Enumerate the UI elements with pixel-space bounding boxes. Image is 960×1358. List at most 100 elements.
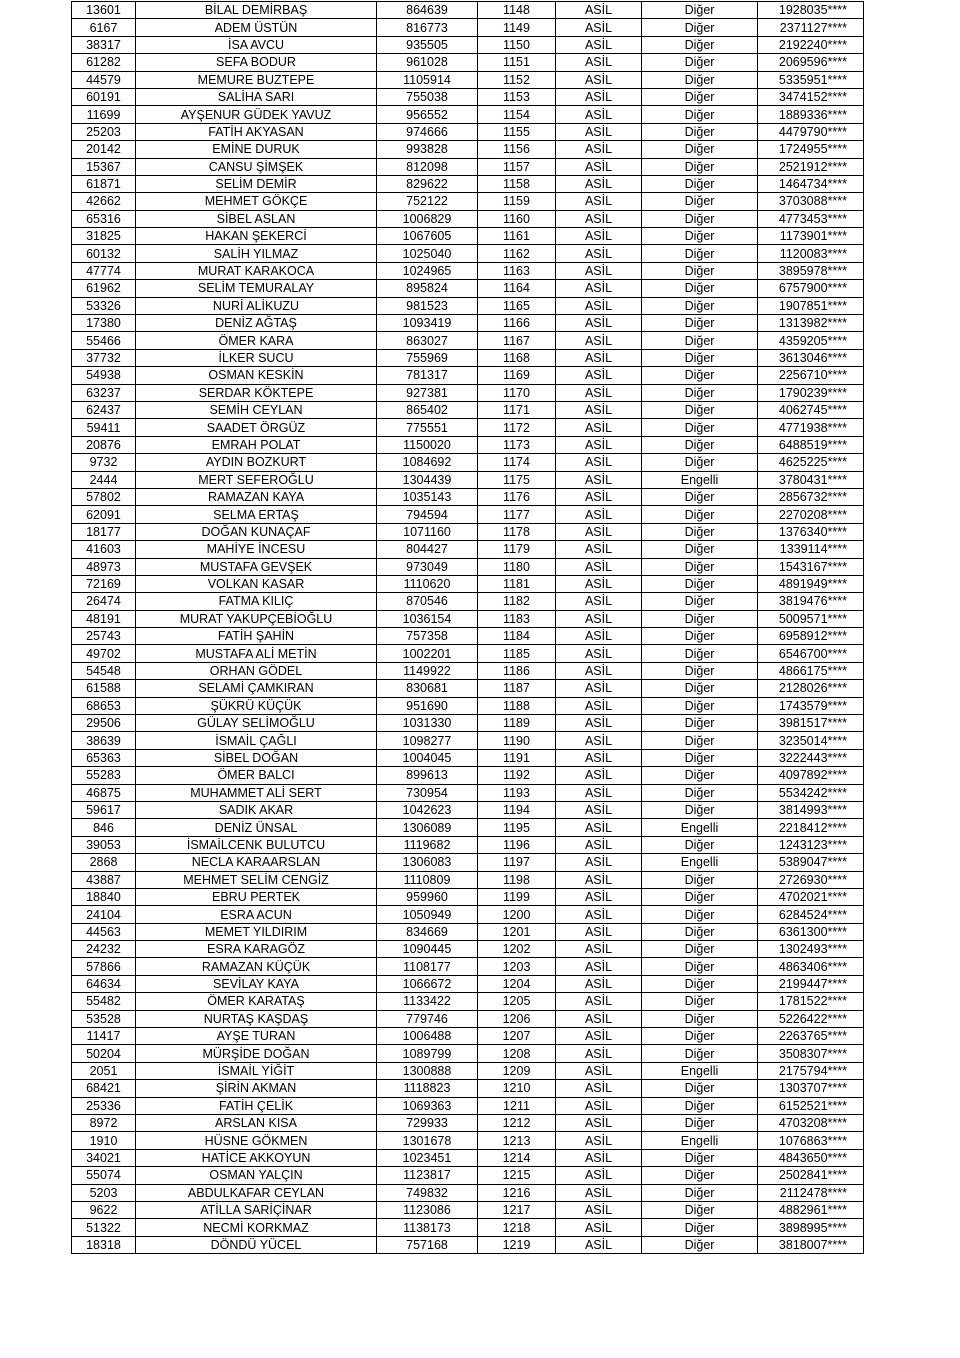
cell-application-no: 812098 <box>376 157 478 176</box>
cell-application-no: 1098277 <box>376 731 478 750</box>
cell-no: 25743 <box>71 627 136 646</box>
cell-category: Diğer <box>641 1166 758 1185</box>
cell-no: 38639 <box>71 731 136 750</box>
cell-name: ORHAN GÖDEL <box>135 661 377 681</box>
cell-rank: 1194 <box>477 800 556 820</box>
cell-application-no: 1031330 <box>376 714 478 733</box>
cell-status: ASİL <box>555 800 642 820</box>
table-row: 1910 HÜSNE GÖKMEN 1301678 1213 ASİL Engelli 10… <box>71 1131 864 1150</box>
cell-application-no: 1123086 <box>376 1200 478 1220</box>
cell-rank: 1158 <box>477 174 556 194</box>
cell-name: MEHMET GÖKÇE <box>135 192 377 211</box>
cell-category: Diğer <box>641 244 758 263</box>
cell-no: 64634 <box>71 974 136 994</box>
cell-application-no: 1306083 <box>376 853 478 872</box>
table-row: 26474 FATMA KILIÇ 870546 1182 ASİL Diğer 38194… <box>71 592 864 611</box>
cell-rank: 1193 <box>477 783 556 802</box>
cell-status: ASİL <box>555 940 642 959</box>
table-row: 63237 SERDAR KÖKTEPE 927381 1170 ASİL Diğer 17… <box>71 383 864 402</box>
cell-no: 68421 <box>71 1079 136 1098</box>
cell-rank: 1217 <box>477 1200 556 1220</box>
cell-no: 25203 <box>71 122 136 142</box>
cell-rank: 1151 <box>477 53 556 72</box>
cell-no: 60132 <box>71 244 136 263</box>
table-row: 44563 MEMET YILDIRIM 834669 1201 ASİL Diğer 63… <box>71 922 864 942</box>
table-row: 72169 VOLKAN KASAR 1110620 1181 ASİL Diğer 489… <box>71 574 864 594</box>
cell-status: ASİL <box>555 383 642 402</box>
cell-application-no: 1306089 <box>376 818 478 837</box>
cell-category: Diğer <box>641 487 758 507</box>
cell-category: Diğer <box>641 70 758 89</box>
cell-id-masked: 1120083**** <box>757 244 864 263</box>
cell-name: DENİZ AĞTAŞ <box>135 314 377 333</box>
cell-no: 2051 <box>71 1061 136 1081</box>
cell-category: Diğer <box>641 383 758 402</box>
cell-category: Diğer <box>641 157 758 176</box>
cell-name: İSMAİL ÇAĞLI <box>135 731 377 750</box>
cell-category: Diğer <box>641 453 758 472</box>
cell-status: ASİL <box>555 853 642 872</box>
cell-status: ASİL <box>555 766 642 785</box>
cell-id-masked: 2128026**** <box>757 679 864 698</box>
cell-id-masked: 1790239**** <box>757 383 864 402</box>
cell-status: ASİL <box>555 209 642 229</box>
cell-status: ASİL <box>555 435 642 455</box>
results-table-body: 13601 BİLAL DEMİRBAŞ 864639 1148 ASİL Diğer 19… <box>71 0 864 1255</box>
table-row: 65316 SİBEL ASLAN 1006829 1160 ASİL Diğer 4773… <box>71 209 864 229</box>
cell-id-masked: 5226422**** <box>757 1009 864 1029</box>
cell-rank: 1184 <box>477 627 556 646</box>
table-row: 8972 ARSLAN KISA 729933 1212 ASİL Diğer 470320… <box>71 1113 864 1133</box>
cell-status: ASİL <box>555 557 642 576</box>
cell-name: MURAT YAKUPÇEBİOĞLU <box>135 609 377 629</box>
table-row: 39053 İSMAİLCENK BULUTCU 1119682 1196 ASİL Di… <box>71 835 864 855</box>
cell-status: ASİL <box>555 974 642 994</box>
table-row: 25203 FATİH AKYASAN 974666 1155 ASİL Diğer 447… <box>71 122 864 142</box>
cell-id-masked: 2192240**** <box>757 35 864 55</box>
cell-no: 20142 <box>71 140 136 159</box>
cell-status: ASİL <box>555 714 642 733</box>
cell-category: Diğer <box>641 644 758 663</box>
cell-rank: 1181 <box>477 574 556 594</box>
cell-category: Diğer <box>641 922 758 942</box>
cell-application-no: 1002201 <box>376 644 478 663</box>
cell-name: EMİNE DURUK <box>135 140 377 159</box>
cell-no: 37732 <box>71 348 136 368</box>
cell-application-no: 981523 <box>376 296 478 316</box>
cell-rank: 1149 <box>477 18 556 37</box>
cell-no: 55466 <box>71 331 136 350</box>
table-row: 24104 ESRA ACUN 1050949 1200 ASİL Diğer 628452… <box>71 905 864 924</box>
cell-category: Diğer <box>641 540 758 559</box>
cell-status: ASİL <box>555 731 642 750</box>
cell-status: ASİL <box>555 992 642 1011</box>
cell-no: 48191 <box>71 609 136 629</box>
cell-category: Diğer <box>641 557 758 576</box>
cell-id-masked: 3474152**** <box>757 87 864 107</box>
cell-rank: 1157 <box>477 157 556 176</box>
cell-application-no: 927381 <box>376 383 478 402</box>
cell-name: MUHAMMET ALİ SERT <box>135 783 377 802</box>
cell-id-masked: 4891949**** <box>757 574 864 594</box>
cell-application-no: 804427 <box>376 540 478 559</box>
cell-id-masked: 3818007**** <box>757 1235 864 1255</box>
cell-name: SELİM TEMURALAY <box>135 279 377 298</box>
cell-application-no: 1025040 <box>376 244 478 263</box>
cell-name: FATİH ÇELİK <box>135 1096 377 1116</box>
cell-application-no: 755969 <box>376 348 478 368</box>
cell-name: İSMAİL YİĞİT <box>135 1061 377 1081</box>
cell-rank: 1186 <box>477 661 556 681</box>
cell-status: ASİL <box>555 1235 642 1255</box>
cell-rank: 1212 <box>477 1113 556 1133</box>
table-row: 61282 SEFA BODUR 961028 1151 ASİL Diğer 206959… <box>71 53 864 72</box>
cell-name: MAHİYE İNCESU <box>135 540 377 559</box>
cell-rank: 1167 <box>477 331 556 350</box>
table-row: 54548 ORHAN GÖDEL 1149922 1186 ASİL Diğer 4866… <box>71 661 864 681</box>
table-row: 65363 SİBEL DOĞAN 1004045 1191 ASİL Diğer 3222… <box>71 748 864 768</box>
cell-application-no: 1149922 <box>376 661 478 681</box>
table-row: 20142 EMİNE DURUK 993828 1156 ASİL Diğer 17249… <box>71 140 864 159</box>
cell-application-no: 834669 <box>376 922 478 942</box>
cell-application-no: 752122 <box>376 192 478 211</box>
cell-application-no: 1138173 <box>376 1218 478 1237</box>
table-row: 18840 EBRU PERTEK 959960 1199 ASİL Diğer 47020… <box>71 887 864 907</box>
cell-id-masked: 4882961**** <box>757 1200 864 1220</box>
cell-name: SALİH YILMAZ <box>135 244 377 263</box>
